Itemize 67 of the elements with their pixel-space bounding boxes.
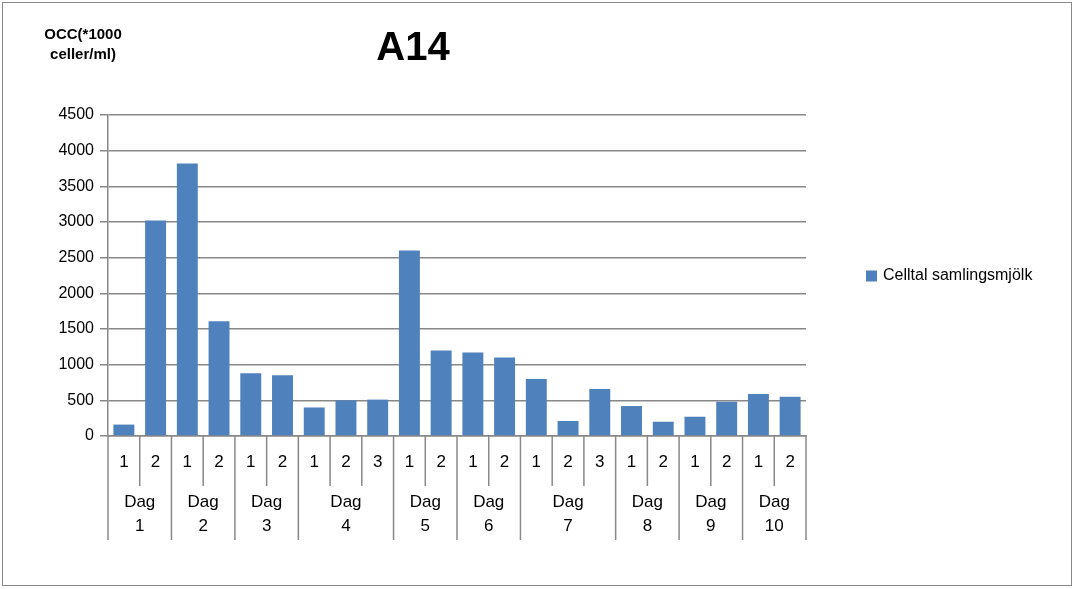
bar [462,352,484,436]
y-tick-label: 2500 [58,248,95,266]
x-tick-label: 2 [436,451,446,471]
bar [113,424,135,436]
bar [240,373,262,436]
text: Dag 10 [758,491,790,535]
bar [335,400,357,436]
y-tick-label: 4500 [58,105,95,123]
text: Dag 4 [330,491,362,535]
y-tick-label: 500 [67,390,95,408]
y-tick-label: 0 [85,426,95,444]
x-tick-label: 1 [690,451,700,471]
y-tick-label: 4000 [58,141,95,159]
text: Dag 7 [552,491,584,535]
legend-label: Celltal samlingsmjölk [883,265,1034,283]
x-tick-label: 1 [531,451,542,471]
x-tick-label: 1 [119,451,129,471]
text: Dag 3 [251,491,283,535]
bar [747,393,769,436]
x-tick-label: 2 [277,451,288,471]
x-tick-label: 3 [595,451,605,471]
chart-title: A14 [376,24,451,69]
y-tick-label: 3500 [58,176,95,194]
text: Dag 9 [695,491,727,535]
x-tick-label: 1 [182,451,193,471]
bar [398,250,420,436]
y-tick-label: 2000 [58,283,95,301]
bar [557,421,579,436]
text: Dag 8 [631,491,663,535]
bar [272,375,293,436]
x-tick-label: 2 [214,451,224,471]
bar [303,407,325,436]
x-tick-label: 1 [626,451,637,471]
bar [494,357,516,436]
x-tick-label: 2 [785,451,795,471]
bar [145,220,167,436]
bar [208,321,230,436]
y-tick-label: 1500 [58,319,95,337]
x-tick-label: 1 [309,451,319,471]
x-tick-label: 2 [721,451,732,471]
x-tick-label: 2 [341,451,351,471]
x-tick-label: 2 [658,451,668,471]
bar [621,406,642,436]
bar [367,399,389,436]
y-axis-title: OCC(*1000 celler/ml) [43,24,123,64]
x-tick-label: 1 [404,451,415,471]
text: Dag 6 [473,491,505,535]
bar [716,401,738,436]
bar [430,350,452,436]
x-tick-label: 2 [150,451,161,471]
bar [525,378,547,436]
bar [176,163,198,436]
bar [779,396,801,436]
y-tick-label: 3000 [58,212,95,230]
x-tick-label: 2 [499,451,510,471]
x-tick-label: 1 [246,451,256,471]
x-tick-label: 1 [753,451,764,471]
x-tick-label: 3 [372,451,383,471]
x-tick-label: 2 [563,451,573,471]
text: Dag 2 [187,491,219,535]
text: Dag 1 [124,491,156,535]
x-tick-label: 1 [468,451,478,471]
bar [684,416,706,436]
text: Dag 5 [409,491,441,535]
bar [589,388,611,436]
y-tick-label: 1000 [58,355,95,373]
bar [652,421,674,436]
